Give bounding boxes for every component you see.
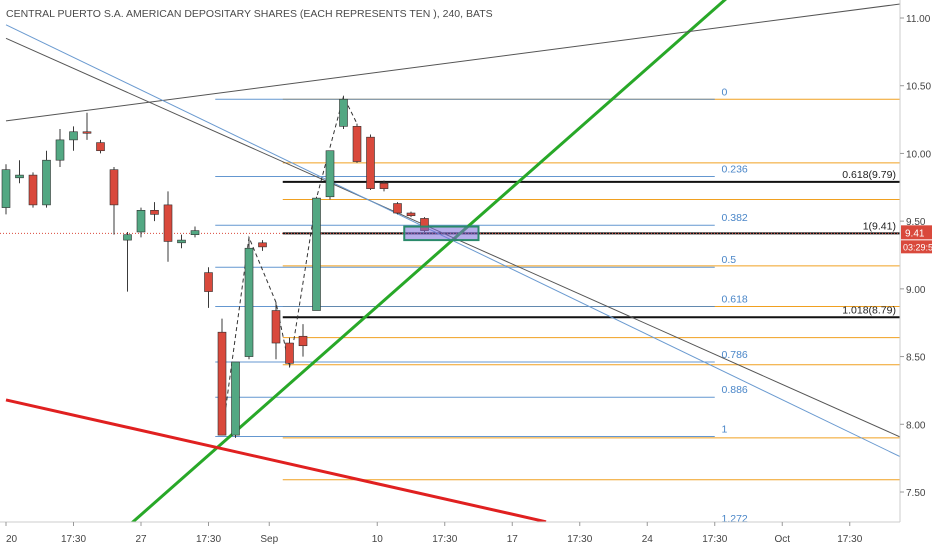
candle-body	[190, 230, 200, 235]
candle-body	[285, 342, 294, 364]
x-tick-label: 27	[135, 534, 147, 545]
last-price-label: 9.41	[905, 228, 925, 239]
x-tick-label: 17:30	[61, 534, 86, 545]
y-tick-label: 9.50	[906, 217, 926, 228]
candle-body	[204, 272, 213, 292]
y-tick-label: 11.00	[906, 14, 931, 25]
x-tick-label: 10	[372, 534, 384, 545]
fib-level-label: 1	[722, 423, 728, 435]
candle-body	[123, 234, 132, 241]
key-level-label: 1(9.41)	[863, 220, 896, 232]
candle-body	[258, 242, 267, 248]
x-tick-label: Oct	[774, 534, 790, 545]
candle-body	[393, 203, 402, 214]
plot-area: 0 0.236 0.382 0.5 0.618 0.786 0.886 1 1.272 0.618…	[0, 0, 900, 525]
candle-body	[339, 98, 348, 127]
fib-level-label: 0.382	[722, 212, 748, 224]
y-tick-label: 10.00	[906, 149, 931, 160]
y-tick-label: 7.50	[906, 488, 926, 499]
fib-level-label: 0.886	[722, 384, 748, 396]
fib-level-label: 0	[722, 86, 728, 98]
x-tick-label: 20	[6, 534, 18, 545]
candle-body	[231, 361, 240, 436]
fib-level-label: 0.786	[722, 349, 748, 361]
candle-body	[325, 150, 335, 198]
candle-body	[28, 174, 38, 206]
trendline-desc-gray	[5, 37, 900, 438]
highlight-box	[403, 225, 480, 242]
candle-body	[150, 210, 159, 215]
y-tick-label: 8.00	[906, 420, 926, 431]
last-price-badge	[901, 225, 932, 240]
countdown-badge	[901, 240, 932, 254]
candle-body	[109, 169, 119, 206]
candle-body	[379, 182, 389, 189]
y-tick-label: 8.50	[906, 353, 926, 364]
x-tick-label: 17:30	[567, 534, 592, 545]
y-tick-label: 10.50	[906, 82, 931, 93]
x-tick-label: 17:30	[702, 534, 727, 545]
candle-body	[69, 131, 78, 141]
candle-body	[82, 131, 92, 134]
x-tick-label: 17:30	[196, 534, 221, 545]
x-tick-label: Sep	[260, 534, 278, 545]
trendline-desc-blue	[5, 24, 900, 458]
candle-body	[217, 331, 227, 436]
candle-body	[244, 247, 254, 357]
fib-level-label: 0.236	[722, 163, 748, 175]
trendline-red	[5, 398, 547, 522]
candle-body	[352, 126, 362, 162]
x-tick-label: 17:30	[432, 534, 457, 545]
candle-body	[1, 169, 11, 208]
trendline-green	[130, 0, 727, 522]
candle-body	[312, 197, 321, 311]
trendline-upper-thin	[5, 3, 900, 122]
key-level-label: 0.618(9.79)	[842, 169, 896, 181]
chart-title: CENTRAL PUERTO S.A. AMERICAN DEPOSITARY …	[6, 8, 493, 20]
candle-body	[15, 174, 24, 179]
fib-level-label: 0.618	[722, 293, 748, 305]
candle-body	[298, 335, 308, 347]
fib-level-label: 1.272	[722, 513, 748, 525]
candle-body	[163, 204, 173, 242]
candle-body	[42, 159, 51, 206]
x-tick-label: 17:30	[837, 534, 862, 545]
x-tick-label: 24	[642, 534, 654, 545]
key-level-label: 1.018(8.79)	[842, 304, 896, 316]
x-tick-label: 17	[507, 534, 519, 545]
candle-body	[271, 310, 281, 344]
candle-body	[96, 142, 105, 152]
candle-body	[55, 139, 65, 161]
countdown-label: 03:29:5	[903, 242, 932, 252]
candle-body	[366, 136, 375, 189]
candle-body	[136, 210, 146, 233]
fib-level-label: 0.5	[722, 254, 737, 266]
y-tick-label: 9.00	[906, 285, 926, 296]
candle-body	[406, 212, 416, 217]
candle-body	[177, 239, 186, 244]
